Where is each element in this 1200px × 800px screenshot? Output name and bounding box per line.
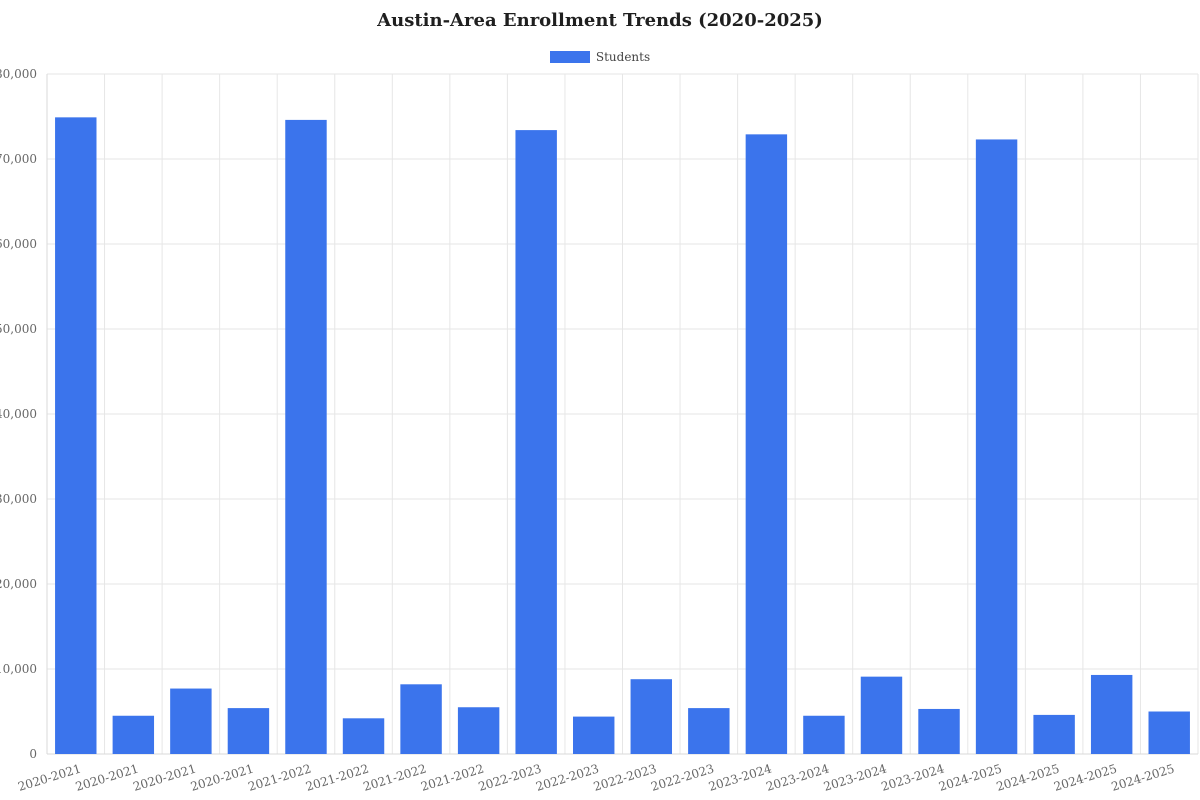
- y-tick-label: 50,000: [0, 322, 37, 336]
- x-tick-label: 2022-2023: [534, 761, 600, 793]
- x-tick-label: 2020-2021: [189, 761, 255, 793]
- x-tick-label: 2024-2025: [1052, 761, 1118, 793]
- bar[interactable]: [745, 134, 788, 755]
- legend[interactable]: Students: [0, 50, 1200, 64]
- bar[interactable]: [803, 715, 845, 754]
- x-tick-label: 2021-2022: [304, 761, 370, 793]
- legend-swatch: [549, 51, 590, 63]
- x-tick-label: 2020-2021: [74, 761, 140, 793]
- bar[interactable]: [1090, 674, 1133, 754]
- x-tick-label: 2023-2024: [880, 761, 947, 794]
- x-tick-label: 2023-2024: [707, 761, 774, 794]
- bar[interactable]: [285, 119, 327, 754]
- bar[interactable]: [515, 130, 557, 755]
- y-tick-label: 40,000: [0, 407, 37, 421]
- bar[interactable]: [227, 708, 270, 754]
- bar[interactable]: [573, 716, 615, 754]
- x-tick-label: 2021-2022: [246, 761, 312, 793]
- x-tick-label: 2020-2021: [131, 761, 197, 793]
- x-tick-label: 2021-2022: [362, 761, 428, 793]
- y-tick-label: 60,000: [0, 237, 37, 251]
- x-tick-label: 2022-2023: [477, 761, 543, 793]
- bar[interactable]: [400, 684, 442, 754]
- bar[interactable]: [975, 139, 1018, 754]
- y-tick-label: 80,000: [0, 67, 37, 81]
- y-tick-label: 70,000: [0, 152, 37, 166]
- x-tick-label: 2024-2025: [937, 761, 1003, 793]
- x-tick-label: 2024-2025: [1110, 761, 1176, 793]
- y-tick-label: 20,000: [0, 577, 37, 591]
- x-tick-label: 2024-2025: [995, 761, 1061, 793]
- x-tick-label: 2021-2022: [419, 761, 485, 793]
- x-tick-label: 2023-2024: [822, 761, 889, 794]
- x-tick-label: 2022-2023: [592, 761, 658, 793]
- legend-label: Students: [595, 50, 651, 64]
- y-tick-label: 10,000: [0, 662, 37, 676]
- chart-title: Austin-Area Enrollment Trends (2020-2025…: [377, 10, 823, 31]
- x-tick-label: 2022-2023: [649, 761, 715, 793]
- y-tick-label: 0: [29, 747, 37, 761]
- bar[interactable]: [55, 117, 97, 755]
- bar[interactable]: [112, 715, 155, 754]
- x-tick-label: 2023-2024: [764, 761, 831, 794]
- bar[interactable]: [457, 707, 500, 754]
- x-tick-label: 2020-2021: [16, 761, 82, 793]
- bar[interactable]: [860, 676, 903, 754]
- bar[interactable]: [342, 718, 385, 754]
- bar[interactable]: [688, 708, 730, 754]
- bar[interactable]: [630, 679, 672, 754]
- bar[interactable]: [170, 688, 212, 754]
- bar[interactable]: [1148, 711, 1190, 755]
- y-tick-label: 30,000: [0, 492, 37, 506]
- bar[interactable]: [918, 708, 960, 754]
- bar[interactable]: [1033, 714, 1075, 754]
